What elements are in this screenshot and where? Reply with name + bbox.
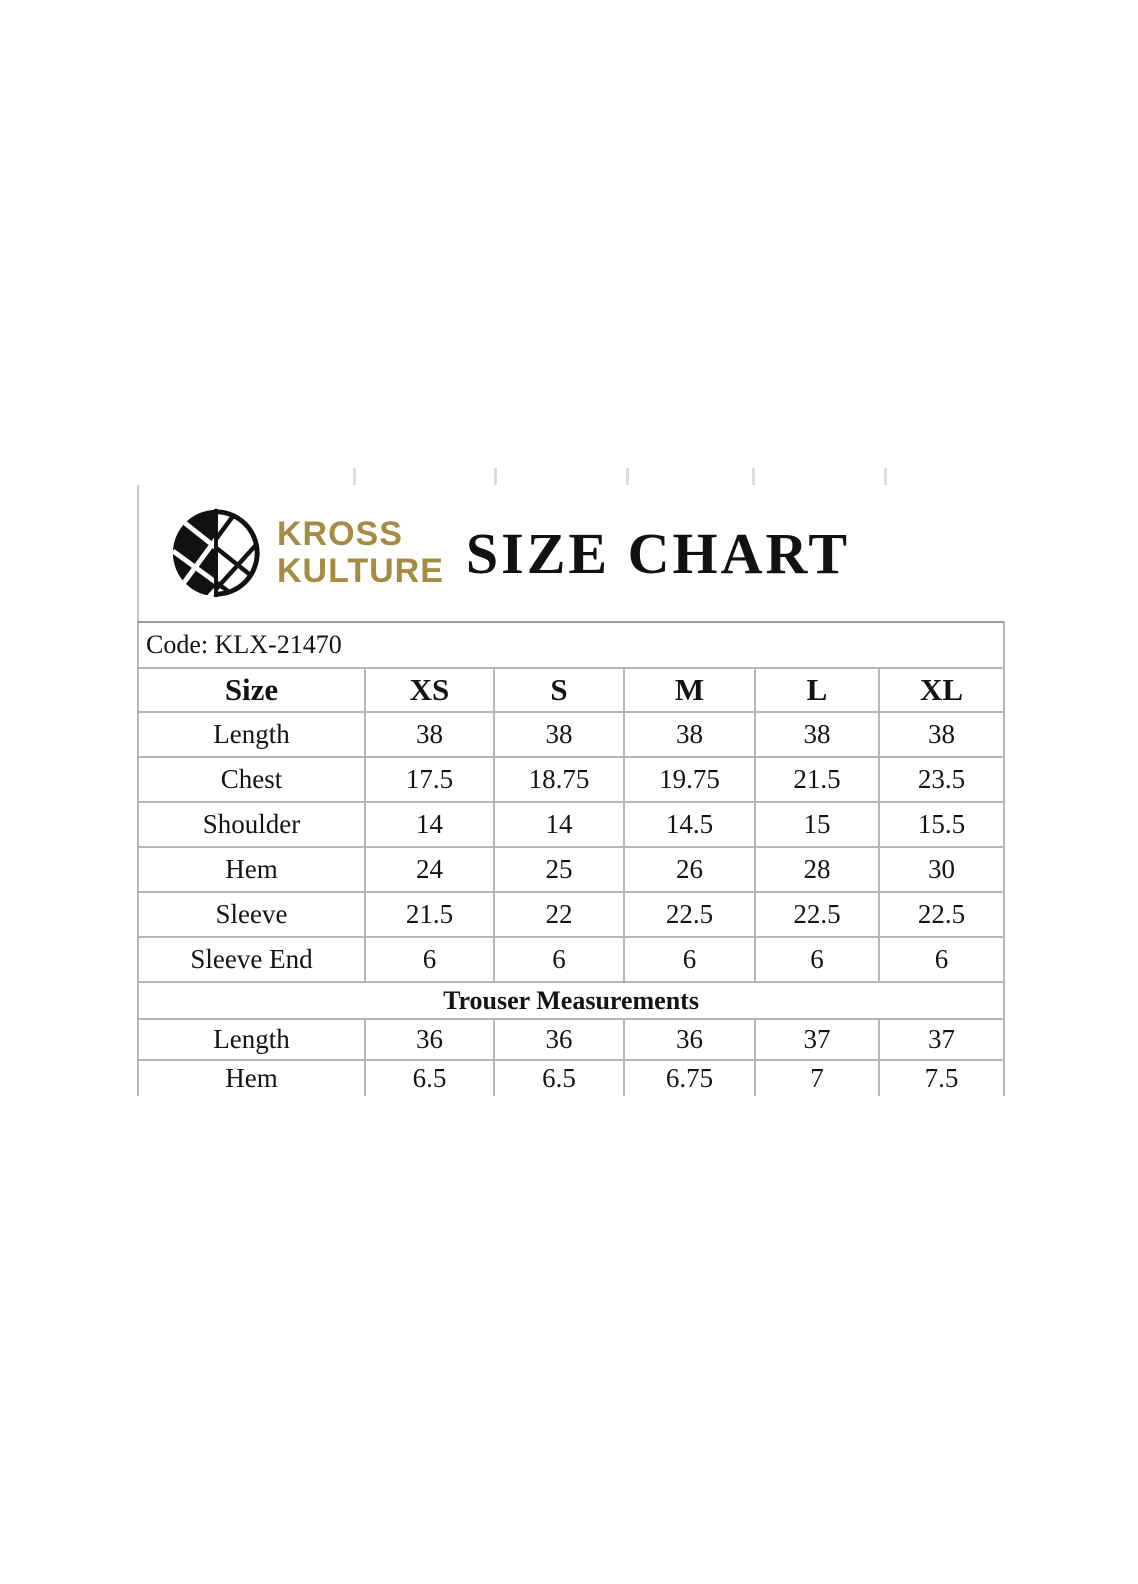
row-label: Sleeve End xyxy=(137,936,366,983)
table-row-sleeve-end: Sleeve End 6 6 6 6 6 xyxy=(137,936,1006,983)
cell: 38 xyxy=(364,711,495,758)
cell: 25 xyxy=(493,846,625,893)
brand-line-1: KROSS xyxy=(277,515,403,553)
row-label: Sleeve xyxy=(137,891,366,938)
cell: 38 xyxy=(623,711,756,758)
size-table: Code: KLX-21470 Size XS S M L XL Length … xyxy=(136,621,1006,1096)
cell: 6 xyxy=(623,936,756,983)
cell: 17.5 xyxy=(364,756,495,803)
table-row-trouser-hem: Hem 6.5 6.5 6.75 7 7.5 xyxy=(137,1059,1006,1096)
row-label: Shoulder xyxy=(137,801,366,848)
brand-line-2: KULTURE xyxy=(277,552,444,590)
row-label: Length xyxy=(137,1018,366,1061)
cell: 38 xyxy=(493,711,625,758)
cell: 6 xyxy=(364,936,495,983)
column-guide-tick xyxy=(626,468,629,485)
cell: 19.75 xyxy=(623,756,756,803)
column-guide-tick xyxy=(494,468,497,485)
cell: 6.75 xyxy=(623,1059,756,1096)
cell: 24 xyxy=(364,846,495,893)
column-guide-tick xyxy=(353,468,356,485)
cell: 30 xyxy=(877,846,1006,893)
cell: 6 xyxy=(754,936,880,983)
cell: 6 xyxy=(493,936,625,983)
cell: 14 xyxy=(364,801,495,848)
cell: 22.5 xyxy=(877,891,1006,938)
cell: 6.5 xyxy=(364,1059,495,1096)
cell: 21.5 xyxy=(364,891,495,938)
row-label: Length xyxy=(137,711,366,758)
cell: 15.5 xyxy=(877,801,1006,848)
table-row-shoulder: Shoulder 14 14 14.5 15 15.5 xyxy=(137,801,1006,848)
cell: 6.5 xyxy=(493,1059,625,1096)
column-guide-tick xyxy=(884,468,887,485)
col-header-l: L xyxy=(754,667,880,713)
cell: 15 xyxy=(754,801,880,848)
row-label: Chest xyxy=(137,756,366,803)
cell: 36 xyxy=(493,1018,625,1061)
page-title: SIZE CHART xyxy=(465,520,851,586)
kross-kulture-globe-logo-icon xyxy=(172,508,260,598)
size-chart-panel: KROSS KULTURE SIZE CHART Code: KLX-21470… xyxy=(136,485,1006,1096)
table-row-hem: Hem 24 25 26 28 30 xyxy=(137,846,1006,893)
col-header-size: Size xyxy=(137,667,366,713)
col-header-s: S xyxy=(493,667,625,713)
cell: 22.5 xyxy=(754,891,880,938)
col-header-xl: XL xyxy=(877,667,1006,713)
code-row: Code: KLX-21470 xyxy=(136,621,1006,669)
table-row-length: Length 38 38 38 38 38 xyxy=(137,711,1006,758)
cell: 7.5 xyxy=(877,1059,1006,1096)
cell: 23.5 xyxy=(877,756,1006,803)
col-header-m: M xyxy=(623,667,756,713)
cell: 22 xyxy=(493,891,625,938)
cell: 6 xyxy=(877,936,1006,983)
column-guide-tick xyxy=(752,468,755,485)
cell: 18.75 xyxy=(493,756,625,803)
cell: 36 xyxy=(364,1018,495,1061)
cell: 38 xyxy=(877,711,1006,758)
cell: 14.5 xyxy=(623,801,756,848)
cell: 36 xyxy=(623,1018,756,1061)
cell: 7 xyxy=(754,1059,880,1096)
brand-wordmark: KROSS KULTURE xyxy=(277,516,444,590)
row-label: Hem xyxy=(137,1059,366,1096)
col-header-xs: XS xyxy=(364,667,495,713)
header: KROSS KULTURE SIZE CHART xyxy=(139,485,1003,621)
table-row-sleeve: Sleeve 21.5 22 22.5 22.5 22.5 xyxy=(137,891,1006,938)
row-label: Hem xyxy=(137,846,366,893)
cell: 28 xyxy=(754,846,880,893)
cell: 38 xyxy=(754,711,880,758)
cell: 26 xyxy=(623,846,756,893)
cell: 14 xyxy=(493,801,625,848)
trouser-section-label: Trouser Measurements xyxy=(136,981,1006,1020)
table-row-trouser-length: Length 36 36 36 37 37 xyxy=(137,1018,1006,1061)
cell: 22.5 xyxy=(623,891,756,938)
trouser-section-row: Trouser Measurements xyxy=(136,981,1006,1020)
cell: 37 xyxy=(877,1018,1006,1061)
cell: 21.5 xyxy=(754,756,880,803)
cell: 37 xyxy=(754,1018,880,1061)
table-header-row: Size XS S M L XL xyxy=(137,667,1006,713)
code-label: Code: KLX-21470 xyxy=(136,621,1006,669)
table-row-chest: Chest 17.5 18.75 19.75 21.5 23.5 xyxy=(137,756,1006,803)
